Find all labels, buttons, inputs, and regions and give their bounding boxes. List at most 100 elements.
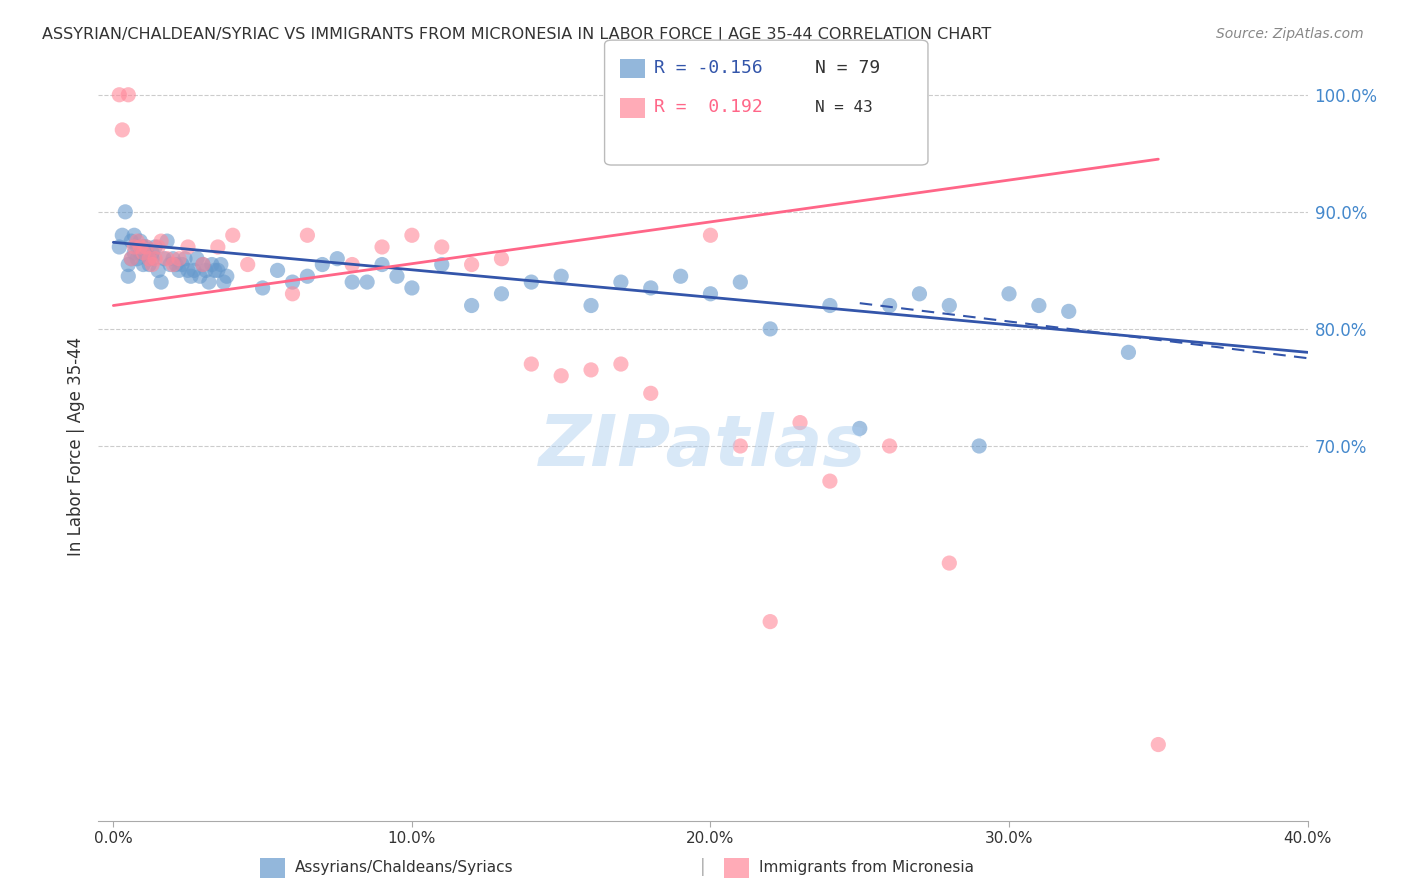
Point bbox=[879, 298, 901, 313]
Point bbox=[579, 363, 602, 377]
Point bbox=[129, 240, 152, 254]
Point bbox=[117, 258, 139, 272]
Point bbox=[998, 286, 1021, 301]
Point bbox=[120, 252, 142, 266]
Point bbox=[141, 245, 163, 260]
Point bbox=[177, 240, 200, 254]
Point bbox=[699, 228, 721, 243]
Point bbox=[879, 439, 901, 453]
Point bbox=[177, 263, 200, 277]
Point bbox=[120, 234, 142, 248]
Text: Assyrians/Chaldeans/Syriacs: Assyrians/Chaldeans/Syriacs bbox=[295, 861, 513, 875]
Point bbox=[143, 252, 166, 266]
Point bbox=[146, 240, 169, 254]
Point bbox=[281, 275, 304, 289]
Point bbox=[132, 258, 155, 272]
Point bbox=[165, 258, 187, 272]
Point bbox=[550, 269, 572, 284]
Point bbox=[132, 240, 155, 254]
Point bbox=[1147, 738, 1170, 752]
Point bbox=[186, 252, 208, 266]
Point bbox=[311, 258, 333, 272]
Point bbox=[143, 240, 166, 254]
Point bbox=[207, 240, 229, 254]
Point bbox=[141, 258, 163, 272]
Text: N = 43: N = 43 bbox=[815, 100, 873, 114]
Point bbox=[135, 240, 157, 254]
Point bbox=[141, 252, 163, 266]
Point bbox=[129, 234, 152, 248]
Point bbox=[460, 298, 482, 313]
Point bbox=[340, 275, 363, 289]
Point bbox=[162, 252, 184, 266]
Point bbox=[730, 275, 752, 289]
Point bbox=[207, 263, 229, 277]
Point bbox=[520, 357, 543, 371]
Point bbox=[460, 258, 482, 272]
Point bbox=[297, 269, 319, 284]
Text: |: | bbox=[700, 858, 706, 876]
Point bbox=[908, 286, 931, 301]
Point bbox=[122, 245, 145, 260]
Point bbox=[1028, 298, 1050, 313]
Point bbox=[138, 258, 160, 272]
Point bbox=[430, 258, 453, 272]
Point bbox=[138, 252, 160, 266]
Point bbox=[111, 123, 134, 137]
Point bbox=[127, 252, 149, 266]
Point bbox=[167, 263, 190, 277]
Point bbox=[430, 240, 453, 254]
Point bbox=[579, 298, 602, 313]
Point bbox=[222, 228, 245, 243]
Point bbox=[174, 252, 197, 266]
Point bbox=[122, 228, 145, 243]
Point bbox=[183, 263, 205, 277]
Point bbox=[127, 234, 149, 248]
Point bbox=[146, 263, 169, 277]
Point bbox=[356, 275, 378, 289]
Point bbox=[252, 281, 274, 295]
Point bbox=[730, 439, 752, 453]
Point bbox=[640, 386, 662, 401]
Point bbox=[759, 322, 782, 336]
Point bbox=[297, 228, 319, 243]
Point bbox=[520, 275, 543, 289]
Text: R = -0.156: R = -0.156 bbox=[654, 59, 762, 77]
Point bbox=[610, 275, 633, 289]
Point bbox=[159, 258, 181, 272]
Point bbox=[281, 286, 304, 301]
Point bbox=[385, 269, 408, 284]
Point bbox=[167, 252, 190, 266]
Point bbox=[114, 205, 136, 219]
Point bbox=[938, 298, 960, 313]
Point bbox=[818, 298, 841, 313]
Point bbox=[156, 234, 179, 248]
Point bbox=[132, 245, 155, 260]
Point bbox=[156, 252, 179, 266]
Point bbox=[209, 258, 232, 272]
Text: ZIPatlas: ZIPatlas bbox=[540, 411, 866, 481]
Point bbox=[789, 416, 811, 430]
Point bbox=[135, 240, 157, 254]
Point bbox=[170, 258, 193, 272]
Point bbox=[120, 252, 142, 266]
Text: Immigrants from Micronesia: Immigrants from Micronesia bbox=[759, 861, 974, 875]
Point bbox=[117, 269, 139, 284]
Point bbox=[550, 368, 572, 383]
Point bbox=[215, 269, 238, 284]
Y-axis label: In Labor Force | Age 35-44: In Labor Force | Age 35-44 bbox=[66, 336, 84, 556]
Point bbox=[491, 286, 513, 301]
Text: N = 79: N = 79 bbox=[815, 59, 880, 77]
Point bbox=[127, 240, 149, 254]
Point bbox=[198, 275, 221, 289]
Text: Source: ZipAtlas.com: Source: ZipAtlas.com bbox=[1216, 27, 1364, 41]
Point bbox=[759, 615, 782, 629]
Point bbox=[938, 556, 960, 570]
Point bbox=[135, 245, 157, 260]
Point bbox=[236, 258, 259, 272]
Point bbox=[371, 258, 394, 272]
Point bbox=[162, 258, 184, 272]
Point bbox=[491, 252, 513, 266]
Point bbox=[201, 258, 224, 272]
Point bbox=[340, 258, 363, 272]
